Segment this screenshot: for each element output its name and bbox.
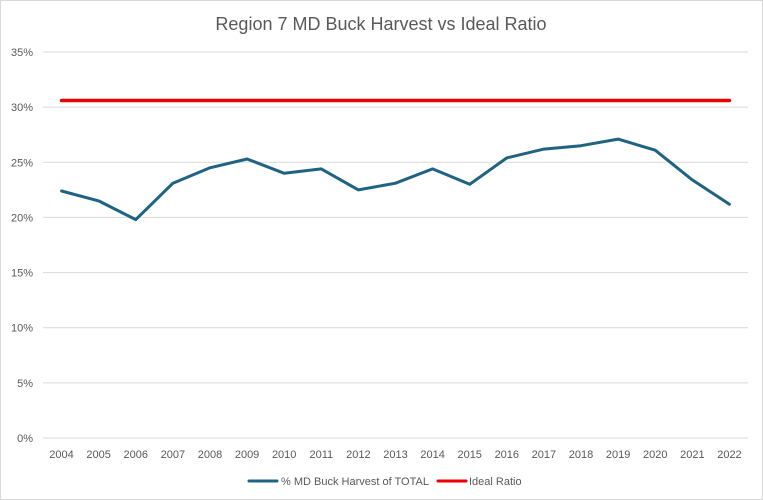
x-tick-label: 2005	[86, 449, 110, 461]
y-tick-label: 20%	[11, 212, 33, 224]
y-axis: 0% 5% 10% 15% 20% 25% 30% 35%	[11, 47, 33, 445]
x-tick-label: 2015	[457, 449, 481, 461]
y-tick-label: 10%	[11, 323, 33, 335]
legend: % MD Buck Harvest of TOTAL Ideal Ratio	[247, 476, 522, 488]
y-tick-label: 15%	[11, 268, 33, 280]
x-tick-label: 2007	[161, 449, 185, 461]
y-tick-label: 25%	[11, 157, 33, 169]
y-tick-label: 5%	[17, 378, 33, 390]
x-tick-label: 2022	[717, 449, 741, 461]
x-tick-label: 2011	[309, 449, 333, 461]
x-tick-label: 2004	[49, 449, 73, 461]
x-tick-label: 2014	[420, 449, 444, 461]
x-tick-label: 2013	[383, 449, 407, 461]
legend-label: Ideal Ratio	[469, 476, 522, 488]
x-tick-label: 2020	[643, 449, 667, 461]
x-tick-label: 2019	[606, 449, 630, 461]
series-lines	[59, 98, 732, 222]
x-tick-label: 2010	[272, 449, 296, 461]
x-tick-label: 2009	[235, 449, 259, 461]
gridlines	[43, 51, 748, 439]
legend-label: % MD Buck Harvest of TOTAL	[281, 476, 429, 488]
series-line-buck-harvest	[60, 137, 731, 222]
x-tick-label: 2021	[680, 449, 704, 461]
y-tick-label: 0%	[17, 433, 33, 445]
y-tick-label: 30%	[11, 102, 33, 114]
x-tick-label: 2012	[346, 449, 370, 461]
x-axis: 2004 2005 2006 2007 2008 2009 2010 2011 2012 2013…	[49, 449, 741, 461]
x-tick-label: 2017	[532, 449, 556, 461]
y-tick-label: 35%	[11, 47, 33, 59]
x-tick-label: 2016	[495, 449, 519, 461]
x-tick-label: 2008	[198, 449, 222, 461]
x-tick-label: 2018	[569, 449, 593, 461]
x-tick-label: 2006	[124, 449, 148, 461]
chart-title: Region 7 MD Buck Harvest vs Ideal Ratio	[215, 14, 546, 34]
